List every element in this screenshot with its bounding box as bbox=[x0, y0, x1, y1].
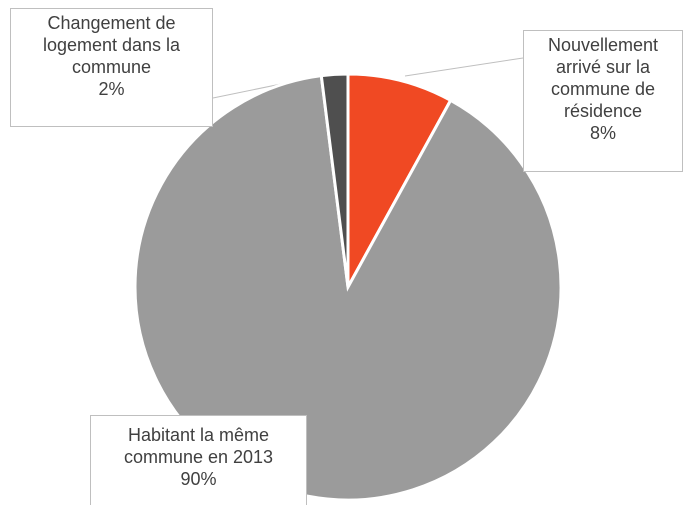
slice-value-label: 90% bbox=[180, 469, 217, 489]
slice-label: Habitant la même commune en 2013 bbox=[123, 425, 274, 467]
pie-slice bbox=[319, 72, 350, 288]
label-box: Changement de logement dans la commune 2… bbox=[10, 8, 213, 127]
slice-value-label: 8% bbox=[589, 123, 616, 143]
pie-slice bbox=[346, 72, 453, 288]
slice-label: Changement de logement dans la commune bbox=[42, 13, 181, 77]
pie bbox=[133, 72, 563, 502]
pie-slice bbox=[133, 73, 563, 502]
label-box: Nouvellement arrivé sur la commune de ré… bbox=[523, 30, 683, 172]
leader-line bbox=[404, 57, 524, 77]
slice-label: Nouvellement arrivé sur la commune de ré… bbox=[547, 35, 659, 121]
slice-value-label: 2% bbox=[98, 79, 125, 99]
label-box: Habitant la même commune en 2013 90% bbox=[90, 415, 307, 505]
